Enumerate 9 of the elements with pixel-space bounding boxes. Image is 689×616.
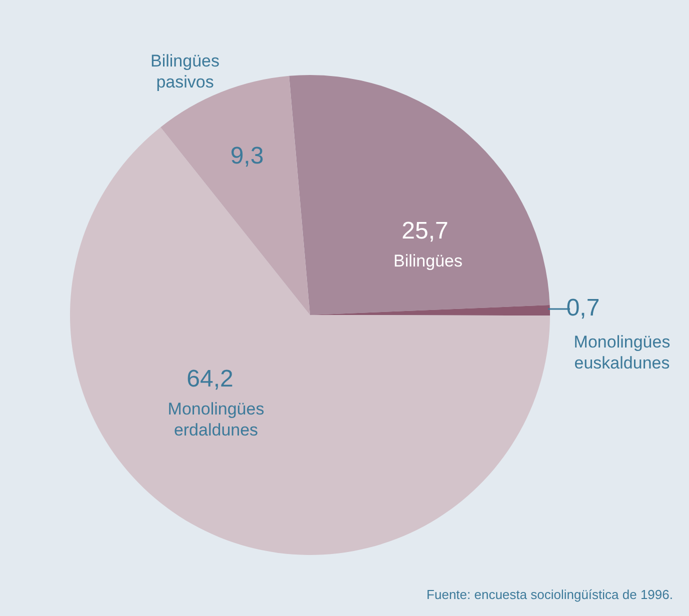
- data-label: 64,2: [186, 366, 234, 393]
- slice-label: Bilingües pasivos: [150, 52, 220, 92]
- data-label: 9,3: [230, 142, 264, 170]
- slice-label: Bilingües: [394, 252, 462, 271]
- data-label: 25,7: [402, 218, 448, 245]
- data-label: 0,7: [566, 294, 600, 322]
- slice-label: Monolingües erdaldunes: [168, 400, 264, 440]
- source-note: Fuente: encuesta sociolingüística de 1996.: [426, 587, 673, 602]
- slice-label: Monolingües euskaldunes: [574, 332, 670, 373]
